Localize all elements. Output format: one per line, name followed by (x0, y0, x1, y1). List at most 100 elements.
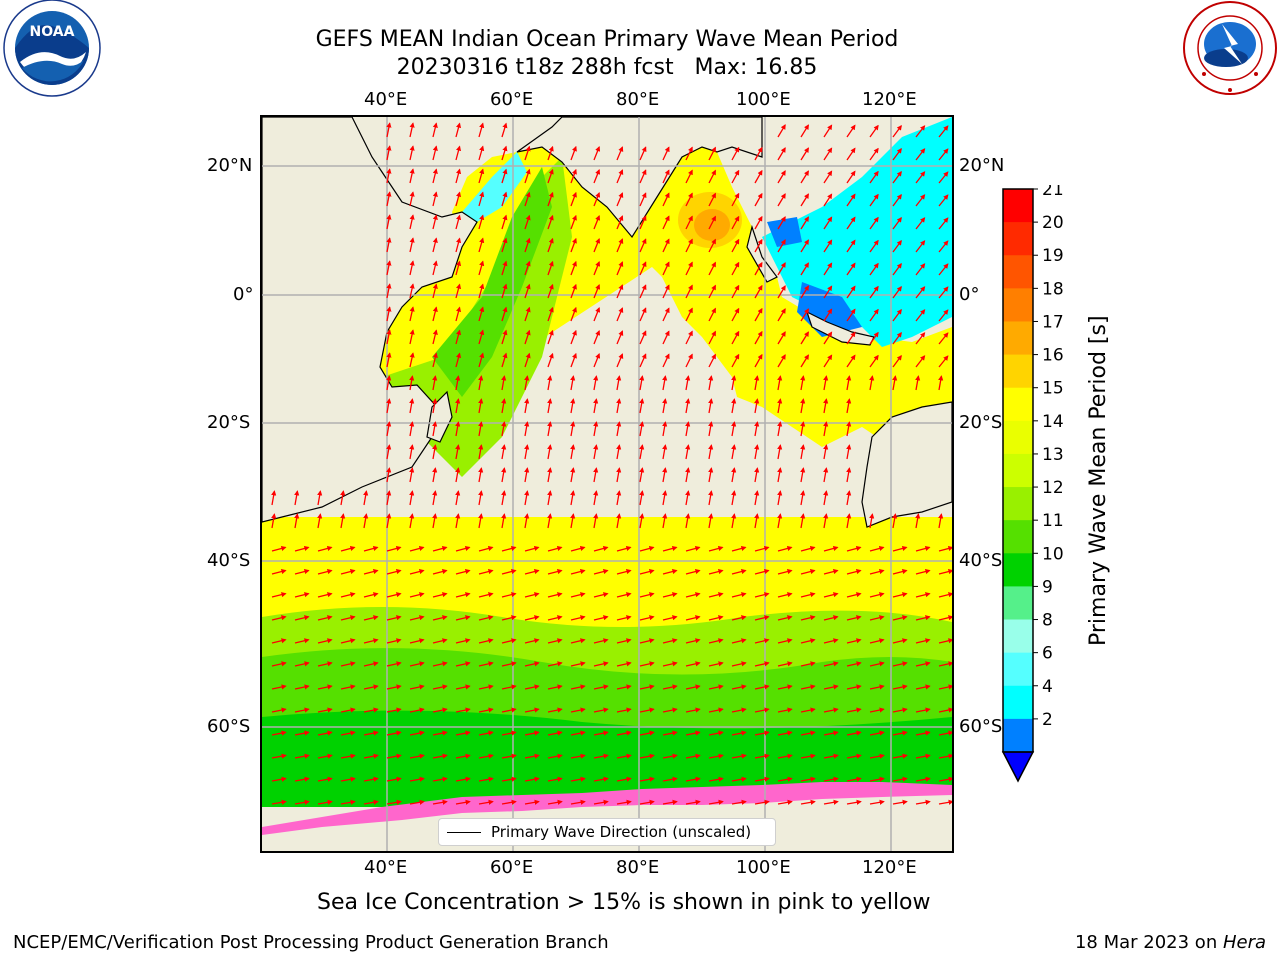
wave-arrow (616, 238, 624, 253)
wave-arrow (685, 421, 691, 437)
wave-arrow (662, 707, 678, 713)
wave-arrow (432, 191, 438, 207)
wave-arrow (800, 331, 809, 345)
wave-arrow (409, 214, 415, 230)
wave-arrow (938, 240, 949, 253)
wave-arrow (593, 146, 601, 161)
wave-arrow (846, 170, 856, 184)
wave-arrow (892, 308, 902, 322)
colorbar-cell (1003, 420, 1033, 455)
wave-arrow (432, 730, 448, 736)
wave-arrow (593, 707, 609, 713)
wave-arrow (455, 615, 471, 621)
wave-arrow (455, 421, 461, 437)
wave-arrow (547, 569, 563, 575)
wave-arrow (294, 490, 300, 506)
wave-arrow (501, 145, 508, 161)
wave-arrow (501, 707, 517, 713)
wave-arrow (938, 171, 949, 184)
wave-arrow (317, 513, 323, 529)
wave-arrow (754, 513, 760, 529)
wave-arrow (409, 467, 415, 483)
wave-arrow (869, 661, 885, 667)
wave-arrow (455, 306, 462, 322)
wave-arrow (547, 592, 563, 598)
wave-arrow (455, 145, 462, 161)
wave-arrow (754, 215, 763, 230)
wave-arrow (846, 684, 862, 690)
wave-arrow (892, 513, 898, 529)
wave-arrow (386, 260, 392, 276)
wave-arrow (570, 168, 577, 184)
wave-arrow (731, 615, 747, 621)
wave-arrow (501, 237, 508, 253)
wave-arrow (708, 513, 714, 529)
wave-arrow (869, 592, 885, 598)
wave-arrow (731, 776, 747, 782)
wave-arrow (501, 569, 517, 575)
wave-arrow (823, 398, 829, 414)
wave-arrow (547, 352, 554, 368)
wave-arrow (340, 592, 356, 598)
wave-arrow (915, 707, 931, 713)
wave-arrow (317, 799, 333, 805)
wave-arrow (616, 444, 622, 460)
wave-arrow (570, 730, 586, 736)
wave-arrow (915, 148, 926, 161)
wave-arrow (524, 490, 530, 506)
wave-arrow (386, 421, 392, 437)
lat-label-left-2: 20°S (207, 412, 251, 433)
wave-arrow (892, 776, 908, 782)
wave-arrow (616, 684, 632, 690)
wave-arrow (432, 513, 438, 529)
wave-arrow (455, 753, 471, 759)
wave-arrow (777, 421, 783, 437)
wave-arrow (846, 638, 862, 644)
colorbar-tick-label: 4 (1042, 677, 1053, 697)
colorbar: 21 20 19 18 17 16 15 14 13 12 11 10 9 8 6 4 2 (1001, 185, 1064, 783)
wave-arrow (478, 799, 494, 805)
wave-arrow (800, 262, 809, 276)
wave-arrow (294, 545, 310, 552)
wave-arrow (478, 168, 485, 184)
wave-arrow (386, 776, 402, 782)
wave-arrow (478, 421, 484, 437)
colorbar-cell (1003, 387, 1033, 422)
wave-arrow (892, 193, 902, 207)
wave-arrow (363, 799, 379, 805)
wave-arrow (754, 592, 770, 598)
wave-arrow (731, 638, 747, 644)
wave-arrow (869, 216, 879, 230)
wave-arrow (455, 283, 462, 299)
wave-arrow (708, 638, 724, 644)
wave-arrow (363, 661, 379, 667)
wave-arrow (800, 124, 809, 138)
wave-arrow (938, 513, 944, 529)
wave-arrow (340, 684, 356, 690)
wave-arrow (501, 375, 507, 391)
wave-arrow (685, 776, 701, 782)
wave-arrow (777, 124, 786, 138)
wave-arrow (754, 661, 770, 667)
wave-arrow (869, 285, 879, 299)
wave-arrow (524, 513, 530, 529)
wave-arrow (823, 193, 833, 207)
wave-arrow (731, 545, 747, 552)
wave-arrow (501, 168, 508, 184)
wave-arrow (846, 354, 856, 368)
wave-arrow (823, 707, 839, 713)
wave-arrow (570, 684, 586, 690)
colorbar-cell (1003, 453, 1033, 488)
wave-arrow (432, 398, 438, 414)
wave-arrow (754, 569, 770, 575)
wave-arrow (386, 352, 392, 368)
colorbar-label: Primary Wave Mean Period [s] (1086, 315, 1111, 646)
wave-arrow (570, 707, 586, 713)
wave-arrow (639, 707, 655, 713)
wave-arrow (409, 661, 425, 667)
wave-arrow (708, 569, 724, 575)
wave-arrow (547, 168, 554, 184)
wave-arrow (478, 467, 484, 483)
wave-direction-arrows (271, 122, 952, 805)
wave-arrow (409, 513, 415, 529)
